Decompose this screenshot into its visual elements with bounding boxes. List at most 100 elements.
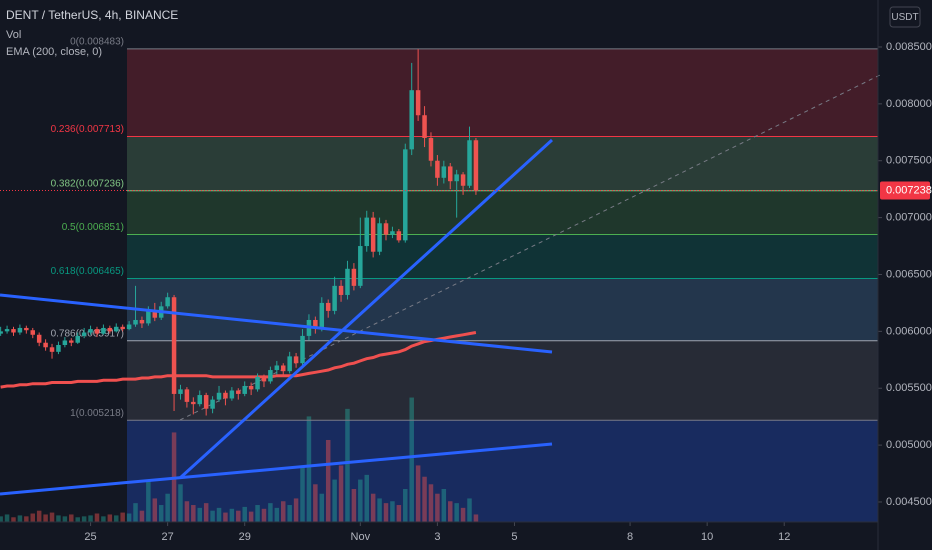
currency-label: USDT (891, 12, 918, 23)
volume-bar (396, 505, 402, 522)
volume-bar (255, 505, 260, 522)
trend-line[interactable] (0, 442, 553, 496)
fib-label: 1(0.005218) (70, 408, 124, 419)
volume-bar (293, 498, 299, 522)
candle-body (81, 332, 87, 336)
volume-bar (306, 416, 312, 522)
candle-body (11, 329, 16, 333)
volume-bar (165, 493, 170, 522)
candle-body (94, 329, 100, 334)
y-tick-label: 0.005500 (886, 382, 932, 394)
y-tick-label: 0.006000 (886, 325, 932, 337)
candle-body (107, 327, 113, 332)
candle-body (428, 137, 434, 161)
volume-bar (133, 503, 138, 522)
trend-line[interactable] (178, 138, 554, 480)
volume-bar (319, 493, 325, 522)
symbol-title: DENT / TetherUS, 4h, BINANCE (6, 8, 178, 22)
candle-body (139, 319, 145, 324)
candle-body (422, 115, 427, 138)
volume-bar (351, 489, 357, 522)
candle-body (345, 268, 350, 295)
candle-body (126, 324, 132, 330)
candle-body (300, 335, 305, 364)
volume-bar (191, 505, 196, 522)
volume-bar (88, 515, 93, 522)
volume-bar (261, 508, 267, 522)
volume-bar (441, 489, 447, 522)
candle-body (280, 365, 286, 372)
x-tick-label: 5 (511, 531, 517, 543)
volume-bar (11, 517, 16, 522)
volume-bar (422, 476, 427, 522)
volume-bar (268, 503, 273, 522)
candle-body (370, 217, 376, 252)
candle-body (75, 335, 80, 343)
candle-body (467, 140, 472, 186)
volume-layer (0, 397, 479, 522)
candle-body (313, 319, 318, 328)
candle-body (17, 327, 23, 333)
candle-body (358, 246, 363, 286)
volume-bar (94, 513, 100, 522)
volume-bar (473, 514, 479, 522)
candle-body (261, 376, 267, 382)
ema-legend: EMA (200, close, 0) (6, 46, 102, 58)
x-tick-label: 27 (162, 531, 174, 543)
fib-label: 0.236(0.007713) (51, 124, 124, 135)
fib-label: 0.382(0.007236) (51, 178, 124, 189)
candle-body (56, 345, 61, 352)
candle-body (460, 174, 466, 186)
volume-bar (403, 489, 408, 522)
volume-bar (49, 512, 55, 522)
x-tick-label: 8 (627, 531, 633, 543)
volume-bar (325, 439, 331, 522)
fib-zone (127, 234, 878, 279)
x-tick-label: 3 (434, 531, 440, 543)
candle-body (268, 370, 273, 382)
candle-body (229, 390, 235, 399)
volume-bar (236, 510, 241, 522)
candle-body (255, 376, 260, 390)
fib-zone (127, 48, 878, 137)
volume-bar (120, 512, 125, 522)
volume-bar (36, 510, 42, 522)
candle-body (338, 285, 344, 295)
volume-bar (313, 484, 318, 522)
candle-body (69, 340, 74, 343)
candle-body (146, 310, 151, 324)
fib-zone (127, 136, 878, 191)
candle-body (165, 297, 170, 307)
y-tick-label: 0.008000 (886, 98, 932, 110)
candle-body (274, 365, 280, 371)
candle-body (435, 160, 440, 178)
volume-bar (428, 484, 434, 522)
volume-bar (24, 516, 29, 522)
candle-body (152, 310, 158, 318)
volume-bar (146, 480, 151, 522)
candle-body (4, 329, 10, 332)
candle-body (101, 327, 106, 334)
y-tick-label: 0.007000 (886, 212, 932, 224)
candle-body (114, 326, 119, 332)
fib-label: 0.5(0.006851) (62, 222, 124, 233)
currency-button[interactable] (889, 6, 921, 28)
volume-bar (69, 514, 74, 522)
y-tick-label: 0.008500 (886, 41, 932, 53)
fib-zones (127, 48, 878, 522)
fib-zone (127, 190, 878, 235)
trend-line[interactable] (0, 293, 553, 354)
candle-body (197, 395, 202, 405)
candle-body (383, 223, 389, 235)
candle-body (364, 217, 369, 247)
fib-lines: 0(0.008483) 0.236(0.007713) 0.382(0.007236… (51, 37, 878, 421)
fib-label: 0(0.008483) (70, 37, 124, 48)
volume-bar (435, 493, 440, 522)
volume-bar (75, 517, 80, 522)
volume-bar (274, 507, 280, 522)
volume-bar (370, 493, 376, 522)
volume-bar (229, 508, 235, 522)
candle-body (88, 329, 93, 333)
